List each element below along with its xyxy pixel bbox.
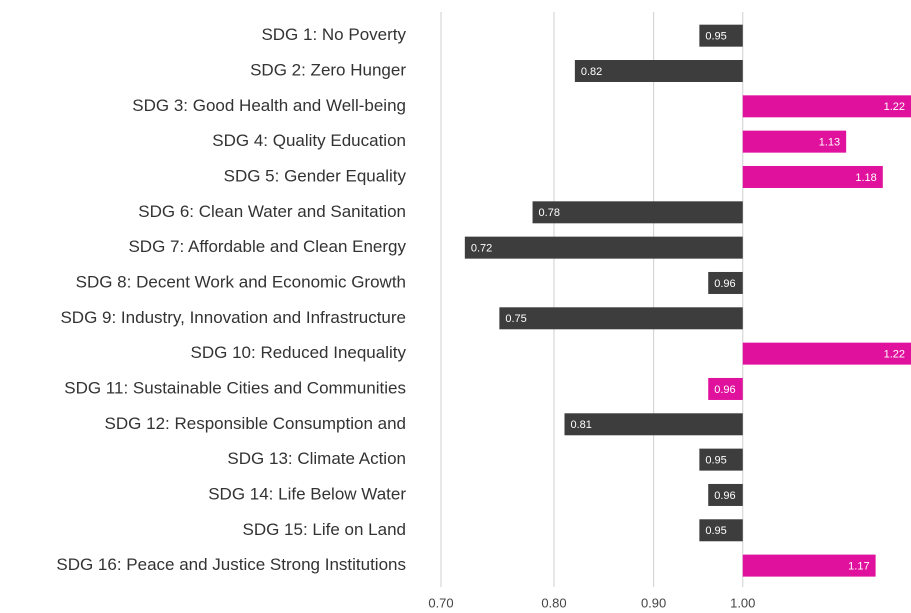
bar: [699, 519, 743, 542]
y-tick-label: SDG 11: Sustainable Cities and Communiti…: [64, 378, 406, 397]
value-label: 1.13: [819, 137, 840, 149]
y-tick-label: SDG 10: Reduced Inequality: [191, 343, 407, 362]
value-label: 0.82: [581, 66, 602, 78]
y-tick-label: SDG 16: Peace and Justice Strong Institu…: [56, 555, 406, 574]
bar: [499, 307, 743, 330]
bar: [574, 59, 743, 82]
bar: [742, 165, 883, 188]
y-tick-label: SDG 6: Clean Water and Sanitation: [138, 202, 406, 221]
value-label: 0.96: [714, 278, 735, 290]
bar: [708, 271, 743, 294]
value-label: 0.95: [705, 525, 726, 537]
bar: [699, 448, 743, 471]
y-tick-label: SDG 4: Quality Education: [212, 131, 406, 150]
value-label: 0.81: [570, 419, 591, 431]
value-label: 0.96: [714, 384, 735, 396]
bar: [708, 483, 743, 506]
value-label: 0.95: [705, 455, 726, 467]
bar: [464, 236, 743, 259]
value-label: 0.72: [471, 243, 492, 255]
y-tick-label: SDG 2: Zero Hunger: [250, 60, 406, 79]
bar: [742, 342, 911, 365]
y-tick-label: SDG 13: Climate Action: [227, 449, 406, 468]
value-label: 1.22: [884, 101, 905, 113]
bar: [699, 24, 743, 47]
y-tick-label: SDG 14: Life Below Water: [208, 484, 406, 503]
y-tick-label: SDG 3: Good Health and Well-being: [132, 96, 406, 115]
value-label: 0.95: [705, 31, 726, 43]
value-label: 0.78: [539, 207, 560, 219]
bar: [742, 554, 876, 577]
x-tick-label: 0.80: [541, 595, 566, 610]
y-tick-label: SDG 7: Affordable and Clean Energy: [128, 237, 406, 256]
y-tick-label: SDG 15: Life on Land: [242, 520, 406, 539]
y-tick-label: SDG 5: Gender Equality: [224, 166, 407, 185]
bar: [742, 130, 847, 153]
value-label: 0.96: [714, 490, 735, 502]
bar: [742, 95, 911, 118]
x-tick-label: 1.00: [730, 595, 755, 610]
value-label: 0.75: [505, 313, 526, 325]
x-tick-label: 0.70: [428, 595, 453, 610]
y-tick-label: SDG 9: Industry, Innovation and Infrastr…: [60, 308, 406, 327]
y-tick-label: SDG 1: No Poverty: [261, 25, 406, 44]
value-label: 1.22: [884, 349, 905, 361]
value-label: 1.18: [855, 172, 876, 184]
y-tick-label: SDG 12: Responsible Consumption and: [105, 414, 406, 433]
y-tick-label: SDG 8: Decent Work and Economic Growth: [76, 272, 406, 291]
bar: [564, 413, 743, 436]
value-label: 1.17: [848, 561, 869, 573]
bar: [532, 201, 743, 224]
bar: [708, 377, 743, 400]
x-tick-label: 0.90: [641, 595, 666, 610]
